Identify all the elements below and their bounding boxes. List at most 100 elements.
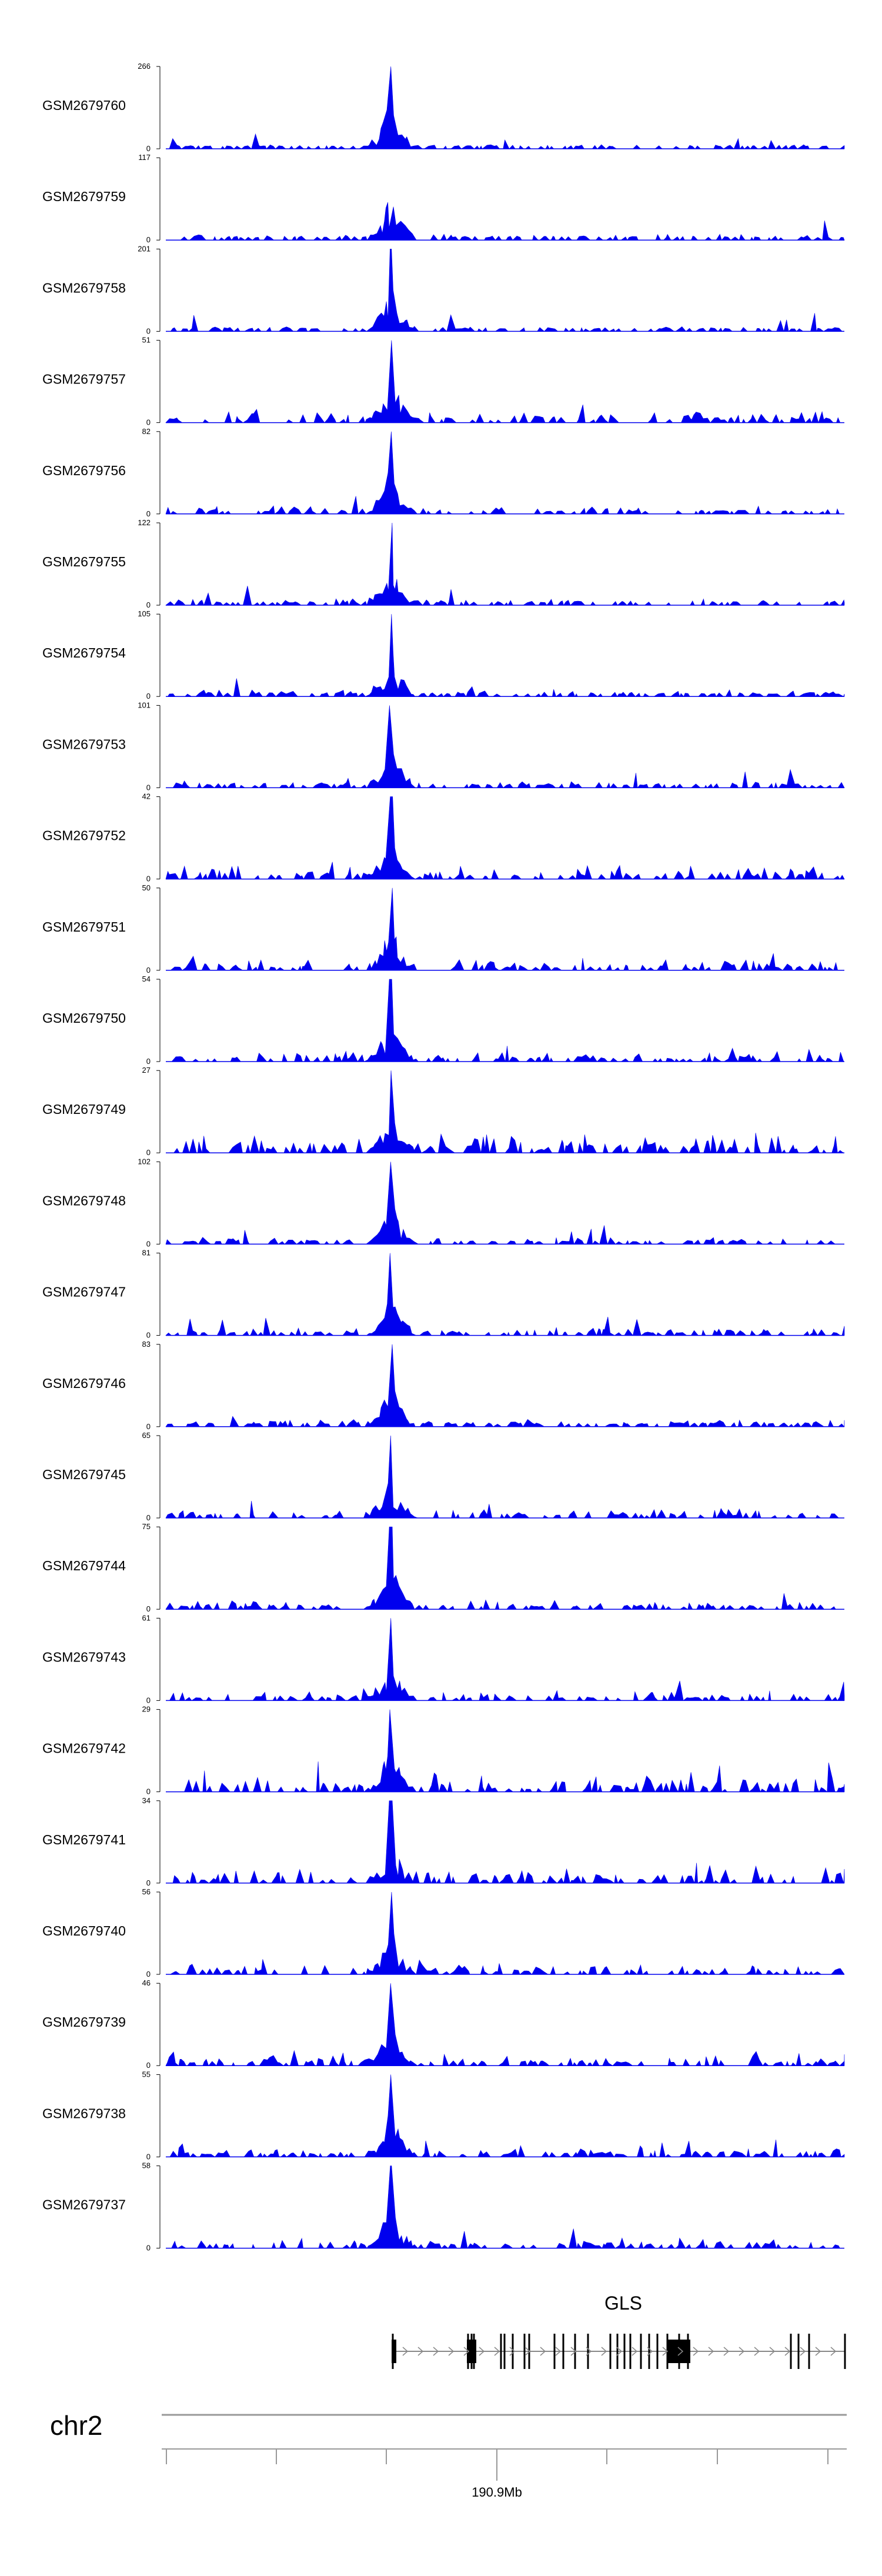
strand-arrow [448,2347,455,2356]
strand-arrow [586,2347,592,2356]
track-ymax-label: 122 [138,518,151,527]
strand-arrow [800,2347,806,2356]
track-ymax-label: 58 [142,2161,151,2170]
gene-exon [512,2334,514,2369]
track-GSM2679740: GSM2679740 56 0 [42,1887,845,1978]
track-ymax-label: 34 [142,1796,151,1805]
strand-arrow [784,2347,791,2356]
coverage-area [166,66,845,149]
track-ymin-label: 0 [146,2061,151,2070]
track-label: GSM2679759 [42,189,126,204]
track-ymax-label: 75 [142,1522,151,1531]
strand-arrow [647,2347,653,2356]
strand-arrow [632,2347,638,2356]
track-label: GSM2679750 [42,1010,126,1026]
track-label: GSM2679740 [42,1923,126,1938]
gene-label: GLS [604,2293,642,2314]
gene-exon [808,2334,810,2369]
track-GSM2679741: GSM2679741 34 0 [42,1796,845,1887]
coverage-area [166,1618,845,1701]
track-label: GSM2679742 [42,1741,126,1756]
coverage-area [166,1800,845,1884]
gene-exon [640,2334,642,2369]
track-GSM2679756: GSM2679756 82 0 [42,427,844,518]
track-ymin-label: 0 [146,1148,151,1157]
coverage-area [166,1709,845,1793]
track-label: GSM2679746 [42,1376,126,1391]
track-GSM2679758: GSM2679758 201 0 [42,244,844,335]
gene-exon [500,2334,502,2369]
coverage-area [165,1344,845,1427]
coverage-area [166,887,844,971]
strand-arrow [815,2347,821,2356]
gene-exon [609,2334,612,2369]
track-ymin-label: 0 [146,783,151,792]
track-GSM2679760: GSM2679760 266 0 [42,62,845,153]
strand-arrow [479,2347,485,2356]
track-GSM2679744: GSM2679744 75 0 [42,1522,844,1613]
coverage-area [166,705,845,789]
track-ymax-label: 29 [142,1705,151,1714]
track-GSM2679753: GSM2679753 101 0 [42,700,845,792]
track-label: GSM2679737 [42,2197,126,2213]
strand-arrow [662,2347,669,2356]
strand-arrow [570,2347,577,2356]
coverage-area [165,1253,845,1336]
coverage-tracks: GSM26797602660GSM26797591170GSM267975820… [42,62,845,2253]
gene-exon [467,2340,476,2363]
track-GSM2679739: GSM2679739 46 0 [42,1978,845,2070]
track-ymin-label: 0 [146,1787,151,1796]
coverage-area [165,1435,844,1519]
track-ymax-label: 101 [138,700,151,709]
track-ymin-label: 0 [146,1878,151,1887]
strand-arrow [677,2347,684,2356]
gene-track: GLS [392,2293,846,2369]
strand-arrow [723,2347,730,2356]
gene-exon [587,2334,589,2369]
track-label: GSM2679758 [42,280,126,295]
track-label: GSM2679745 [42,1467,126,1482]
track-ymin-label: 0 [146,1604,151,1613]
track-ymax-label: 65 [142,1431,151,1440]
track-ymin-label: 0 [146,509,151,518]
track-label: GSM2679752 [42,828,126,843]
track-GSM2679737: GSM2679737 58 0 [42,2161,844,2253]
track-ymin-label: 0 [146,1970,151,1978]
track-ymin-label: 0 [146,1239,151,1248]
track-ymin-label: 0 [146,1331,151,1340]
track-label: GSM2679743 [42,1649,126,1664]
gene-exon [844,2334,846,2369]
track-GSM2679738: GSM2679738 55 0 [42,2070,845,2161]
track-GSM2679746: GSM2679746 83 0 [42,1340,845,1431]
coverage-area [165,340,844,423]
track-ymin-label: 0 [146,235,151,244]
strand-arrow [754,2347,760,2356]
track-label: GSM2679756 [42,463,126,478]
gene-exon [797,2334,800,2369]
track-label: GSM2679738 [42,2105,126,2121]
strand-arrow [616,2347,623,2356]
gene-exon [392,2340,396,2363]
axis-ticks [166,2449,828,2481]
track-ymax-label: 42 [142,792,151,801]
track-label: GSM2679751 [42,919,126,935]
gene-exon [523,2334,526,2369]
track-ymin-label: 0 [146,1696,151,1704]
track-ymin-label: 0 [146,144,151,153]
track-ymax-label: 50 [142,883,151,892]
strand-arrow [417,2347,424,2356]
gene-exon [553,2334,556,2369]
coverage-area [165,431,844,515]
track-label: GSM2679747 [42,1284,126,1300]
coverage-area [166,249,844,332]
strand-arrow [433,2347,439,2356]
axis-tick-label: 190.9Mb [472,2485,522,2500]
track-ymax-label: 55 [142,2070,151,2078]
strand-arrow [555,2347,562,2356]
track-ymin-label: 0 [146,1057,151,1066]
track-GSM2679748: GSM2679748 102 0 [42,1157,844,1248]
track-ymin-label: 0 [146,326,151,335]
gene-exons [392,2334,846,2369]
strand-arrow [601,2347,607,2356]
